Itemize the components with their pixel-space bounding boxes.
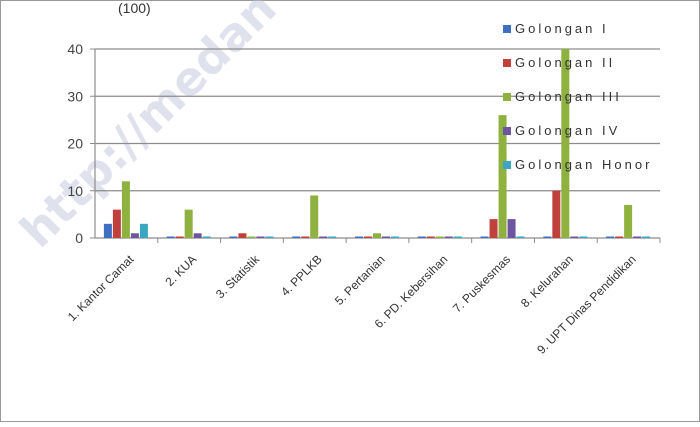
- bar: [103, 223, 112, 238]
- legend: Golongan I Golongan II Golongan III Golonga…: [503, 21, 652, 172]
- bar: [328, 236, 337, 238]
- bar: [238, 233, 247, 238]
- bar: [624, 204, 633, 238]
- bar: [453, 236, 462, 238]
- bar: [391, 236, 399, 238]
- bar: [615, 236, 624, 238]
- bar: [247, 236, 256, 238]
- bar: [507, 219, 516, 238]
- bar: [480, 236, 489, 238]
- y-tick-labels: 0 10 20 30 40: [67, 41, 83, 246]
- bar: [202, 236, 211, 238]
- legend-label: Golongan II: [515, 55, 615, 70]
- legend-label: Golongan I: [515, 21, 609, 36]
- bar: [139, 223, 148, 238]
- bar: [193, 233, 202, 238]
- bar: [256, 236, 265, 238]
- bar: [642, 236, 651, 238]
- bar: [292, 236, 301, 238]
- bar: [265, 236, 274, 238]
- bars: [103, 49, 651, 238]
- bar: [444, 236, 453, 238]
- bar: [112, 209, 121, 238]
- bar: [435, 236, 444, 238]
- bar: [382, 236, 390, 238]
- chart-title-fragment: (100): [118, 0, 151, 16]
- bar: [606, 236, 615, 238]
- bar: [121, 181, 130, 238]
- bar: [175, 236, 184, 238]
- bar: [166, 236, 175, 238]
- y-tick-label: 30: [67, 88, 83, 104]
- bar: [184, 209, 193, 238]
- bar: [426, 236, 435, 238]
- legend-swatch: [503, 127, 511, 135]
- y-tick-label: 20: [67, 136, 83, 152]
- bar: [417, 236, 426, 238]
- bar: [373, 233, 381, 238]
- bar: [498, 115, 507, 238]
- legend-label: Golongan IV: [515, 123, 620, 138]
- legend-label: Golongan Honor: [515, 157, 652, 172]
- bar: [516, 236, 525, 238]
- bar: [570, 236, 579, 238]
- bar: [552, 190, 561, 238]
- bar: [633, 236, 642, 238]
- legend-swatch: [503, 59, 511, 67]
- bar: [543, 236, 552, 238]
- bar: [355, 236, 363, 238]
- bar: [319, 236, 328, 238]
- y-tick-label: 10: [67, 183, 83, 199]
- bar: [130, 233, 139, 238]
- y-tick-label: 0: [75, 230, 83, 246]
- bar: [579, 236, 588, 238]
- legend-swatch: [503, 93, 511, 101]
- legend-swatch: [503, 161, 511, 169]
- bar: [364, 236, 372, 238]
- bar: [489, 219, 498, 238]
- bar: [561, 49, 570, 238]
- bar: [229, 236, 238, 238]
- bar: [310, 195, 319, 238]
- bar: [301, 236, 310, 238]
- y-tick-label: 40: [67, 41, 83, 57]
- legend-label: Golongan III: [515, 89, 622, 104]
- legend-swatch: [503, 25, 511, 33]
